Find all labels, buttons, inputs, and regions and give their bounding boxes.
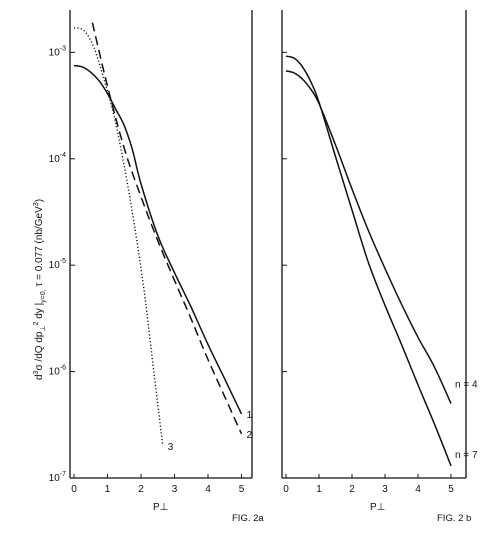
panel-a-x-ticks: 0 1 2 3 4 5 (71, 474, 245, 495)
series-line (91, 22, 243, 435)
series-label: 2 (247, 430, 253, 441)
panel-a: 0 1 2 3 4 5 10-3 10-4 10-5 10-6 10-7 1 2 3 P⊥ FIG. … (49, 10, 264, 524)
y-axis-label: d3σ /dQ dp⊥2 dy |y=0, τ = 0.077 (nb/GeV3… (33, 199, 47, 380)
x-tick-label: 5 (448, 484, 454, 495)
panel-b-x-axis-label: P⊥ (370, 502, 385, 513)
panel-b-figure-label: FIG. 2 b (437, 513, 471, 524)
panel-b-y-ticks (282, 51, 287, 479)
series-line (73, 64, 243, 415)
panel-b: 0 1 2 3 4 5 n = 4 n = 7 P⊥ FIG. 2 b (281, 10, 478, 524)
series-label: 3 (168, 442, 174, 453)
panel-b-curves: n = 4 n = 7 (285, 55, 478, 467)
x-tick-label: 4 (205, 484, 211, 495)
series-line (285, 70, 452, 404)
series-label: n = 7 (455, 450, 478, 461)
panel-b-x-ticks: 0 1 2 3 4 5 (283, 474, 454, 495)
panel-a-curves: 1 2 3 (73, 22, 253, 453)
x-tick-label: 0 (283, 484, 289, 495)
x-tick-label: 2 (138, 484, 144, 495)
x-tick-label: 3 (382, 484, 388, 495)
y-tick-label: 10-6 (49, 365, 66, 378)
series-label: n = 4 (455, 380, 478, 391)
panel-a-x-axis-label: P⊥ (153, 502, 168, 513)
series-line (285, 55, 452, 467)
x-tick-label: 5 (239, 484, 245, 495)
x-tick-label: 0 (71, 484, 77, 495)
x-tick-label: 1 (316, 484, 322, 495)
x-tick-label: 2 (349, 484, 355, 495)
panel-a-figure-label: FIG. 2a (232, 513, 264, 524)
x-tick-label: 3 (172, 484, 178, 495)
y-tick-label: 10-7 (49, 471, 66, 484)
y-tick-label: 10-3 (49, 45, 66, 58)
series-line (73, 27, 164, 447)
panel-a-y-ticks: 10-3 10-4 10-5 10-6 10-7 (49, 45, 75, 484)
x-tick-label: 1 (105, 484, 111, 495)
x-tick-label: 4 (415, 484, 421, 495)
y-tick-label: 10-5 (49, 258, 66, 271)
series-label: 1 (247, 410, 253, 421)
y-tick-label: 10-4 (49, 152, 66, 165)
